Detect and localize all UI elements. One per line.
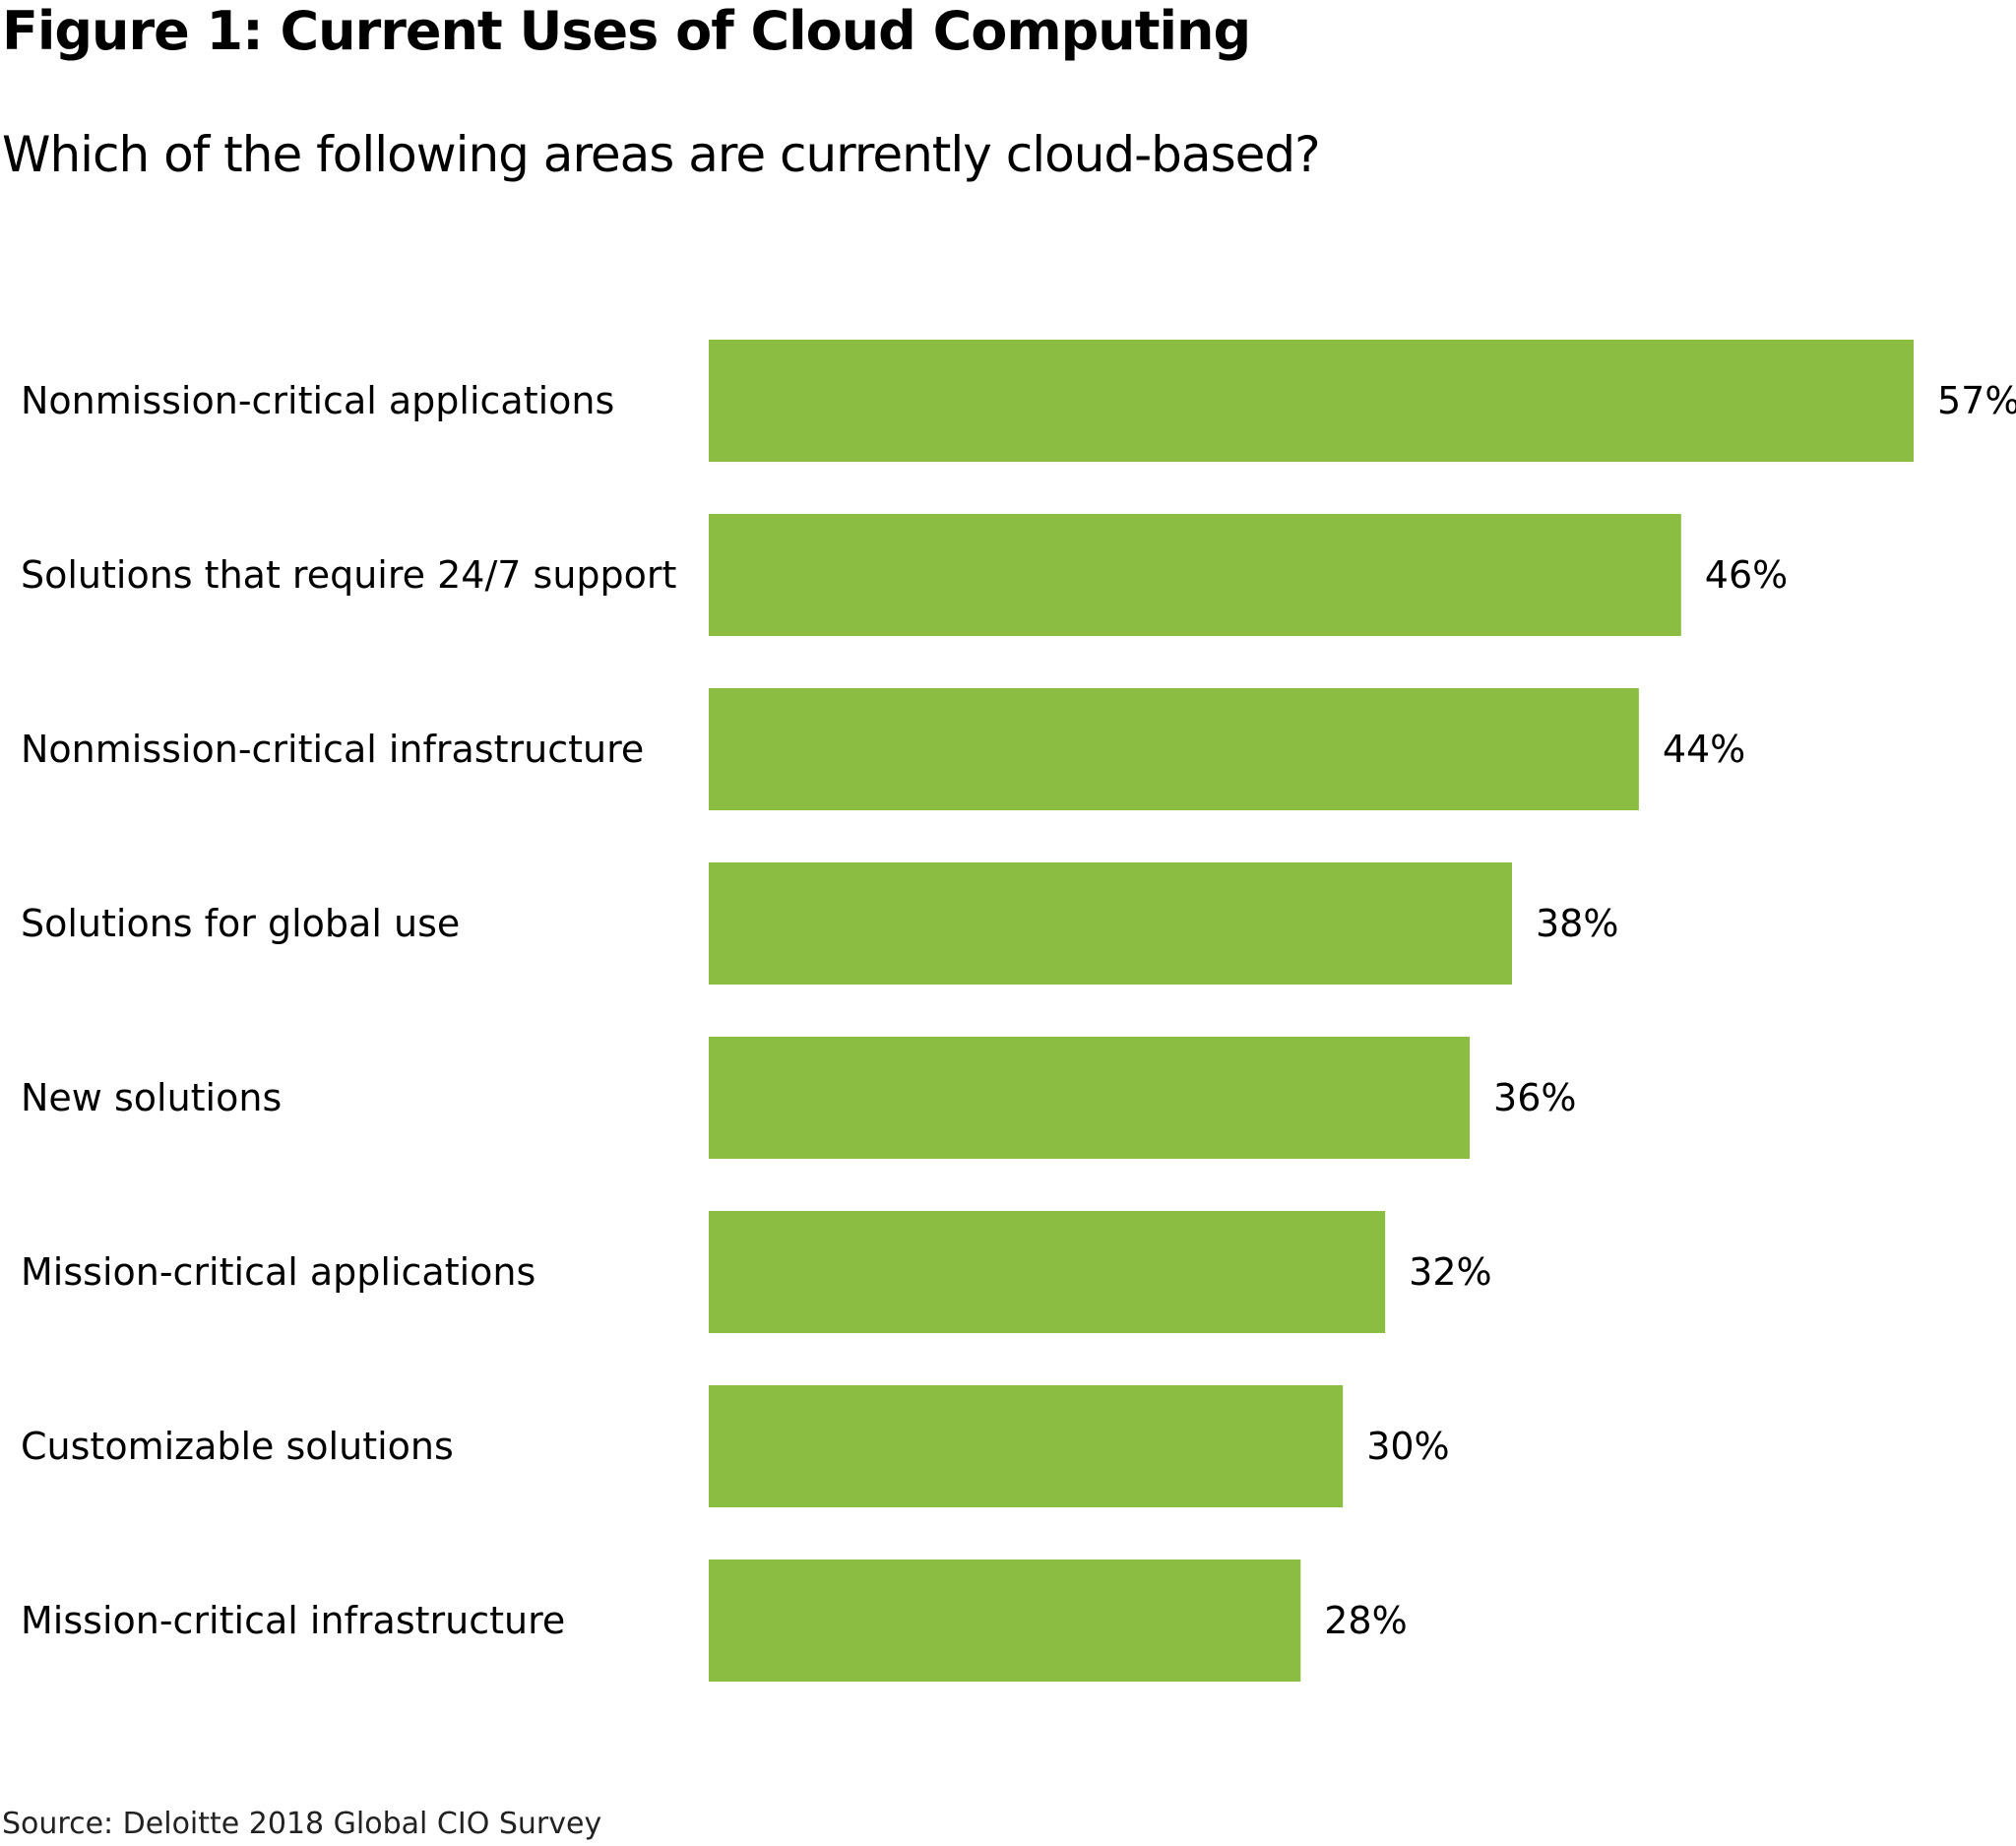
bar: [709, 1211, 1386, 1333]
chart-subtitle: Which of the following areas are current…: [2, 126, 1321, 183]
source-note: Source: Deloitte 2018 Global CIO Survey: [2, 1807, 602, 1841]
bar: [709, 1037, 1471, 1159]
value-label: 28%: [1324, 1599, 1407, 1642]
category-label: Nonmission-critical infrastructure: [21, 728, 644, 771]
value-label: 32%: [1409, 1250, 1491, 1294]
category-label: Nonmission-critical applications: [21, 379, 614, 422]
category-label: Solutions for global use: [21, 902, 460, 945]
value-label: 57%: [1937, 379, 2016, 422]
bar: [709, 862, 1512, 985]
category-label: Mission-critical applications: [21, 1250, 536, 1294]
chart-title: Figure 1: Current Uses of Cloud Computin…: [2, 0, 1251, 62]
category-label: Mission-critical infrastructure: [21, 1599, 565, 1642]
bar: [709, 340, 1914, 462]
category-label: Solutions that require 24/7 support: [21, 553, 676, 597]
bar: [709, 1385, 1344, 1507]
value-label: 38%: [1536, 902, 1618, 945]
value-label: 44%: [1663, 728, 1745, 771]
value-label: 30%: [1366, 1425, 1449, 1468]
value-label: 46%: [1705, 553, 1788, 597]
bar: [709, 514, 1681, 636]
bar: [709, 1560, 1301, 1682]
category-label: New solutions: [21, 1076, 282, 1119]
category-label: Customizable solutions: [21, 1425, 454, 1468]
value-label: 36%: [1493, 1076, 1576, 1119]
bar: [709, 688, 1639, 810]
